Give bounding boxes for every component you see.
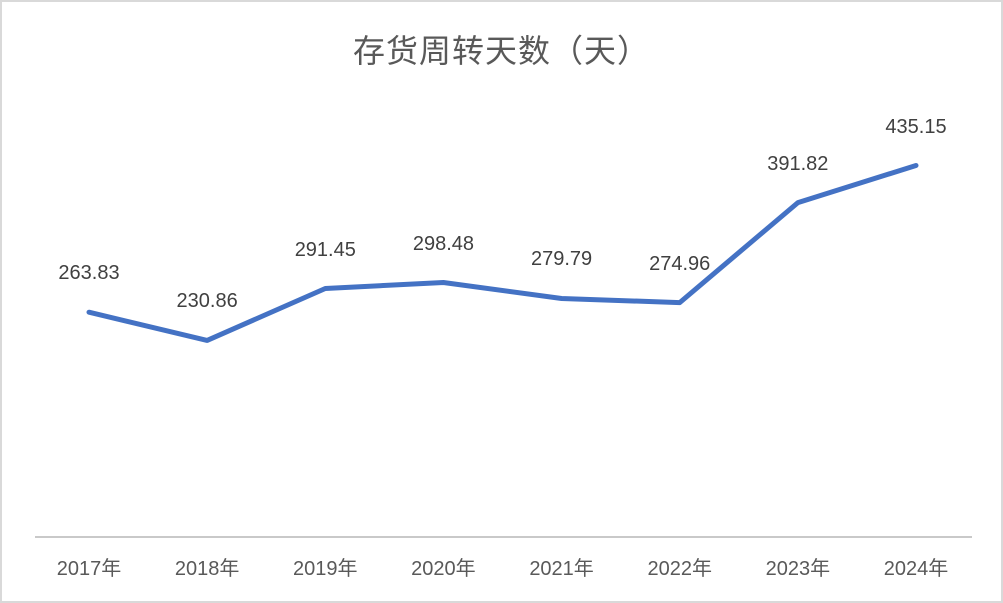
- data-label: 435.15: [885, 115, 947, 138]
- data-label: 279.79: [530, 248, 593, 271]
- x-axis-tick-label: 2021年: [529, 558, 594, 580]
- data-label: 391.82: [767, 152, 829, 175]
- series-line: [86, 163, 919, 343]
- data-label: 298.48: [412, 232, 474, 255]
- x-axis-tick-label: 2024年: [883, 558, 949, 580]
- chart-title: 存货周转天数（天）: [352, 33, 650, 69]
- x-axis-tick-label: 2017年: [56, 558, 122, 580]
- x-axis-tick-label: 2018年: [174, 558, 240, 580]
- data-label: 230.86: [176, 290, 238, 313]
- data-label: 291.45: [294, 238, 356, 261]
- x-axis-tick-label: 2019年: [293, 558, 358, 580]
- data-label: 274.96: [649, 252, 711, 275]
- data-label: 263.83: [58, 262, 120, 285]
- x-axis-tick-label: 2023年: [765, 558, 831, 580]
- x-axis-tick-label: 2022年: [647, 558, 712, 580]
- x-axis-tick-label: 2020年: [411, 558, 476, 580]
